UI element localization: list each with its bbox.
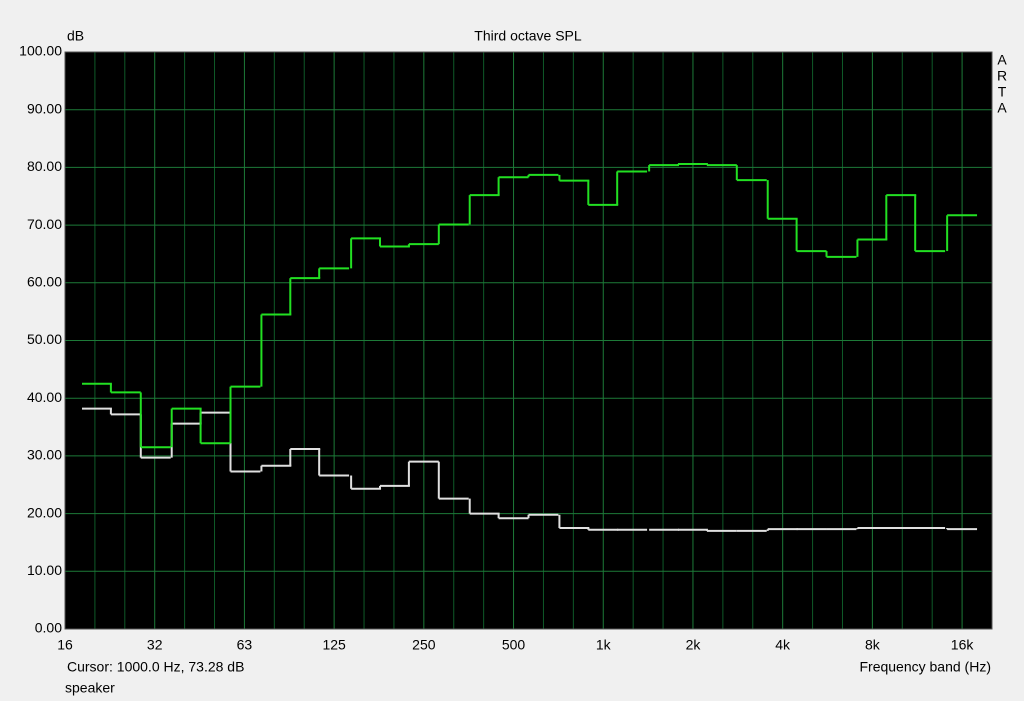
x-tick-label: 1k (596, 637, 612, 653)
x-axis-label: Frequency band (Hz) (859, 659, 991, 675)
y-tick-label: 90.00 (27, 100, 62, 116)
y-tick-label: 20.00 (27, 504, 62, 520)
x-tick-label: 63 (237, 637, 253, 653)
cursor-readout: Cursor: 1000.0 Hz, 73.28 dB (67, 659, 244, 675)
plot-border (64, 51, 993, 630)
y-tick-label: 80.00 (27, 158, 62, 174)
y-tick-label: 50.00 (27, 331, 62, 347)
x-tick-label: 250 (412, 637, 436, 653)
x-tick-label: 16k (951, 637, 975, 653)
x-tick-label: 16 (57, 637, 73, 653)
y-tick-label: 0.00 (35, 620, 62, 636)
x-tick-label: 32 (147, 637, 163, 653)
watermark-letter: T (998, 84, 1007, 100)
y-tick-label: 30.00 (27, 447, 62, 463)
y-tick-label: 10.00 (27, 562, 62, 578)
y-tick-label: 40.00 (27, 389, 62, 405)
watermark-letter: A (997, 100, 1007, 116)
x-tick-label: 8k (865, 637, 881, 653)
y-tick-label: 100.00 (19, 43, 62, 59)
y-axis-label: dB (67, 28, 84, 44)
x-tick-label: 4k (775, 637, 791, 653)
watermark-letter: A (997, 52, 1007, 68)
x-tick-label: 2k (686, 637, 702, 653)
footer: speaker (65, 680, 115, 696)
y-tick-label: 70.00 (27, 216, 62, 232)
x-tick-label: 125 (322, 637, 346, 653)
watermark-letter: R (997, 68, 1007, 84)
y-tick-label: 60.00 (27, 274, 62, 290)
chart-title: Third octave SPL (474, 28, 582, 44)
x-tick-label: 500 (502, 637, 526, 653)
